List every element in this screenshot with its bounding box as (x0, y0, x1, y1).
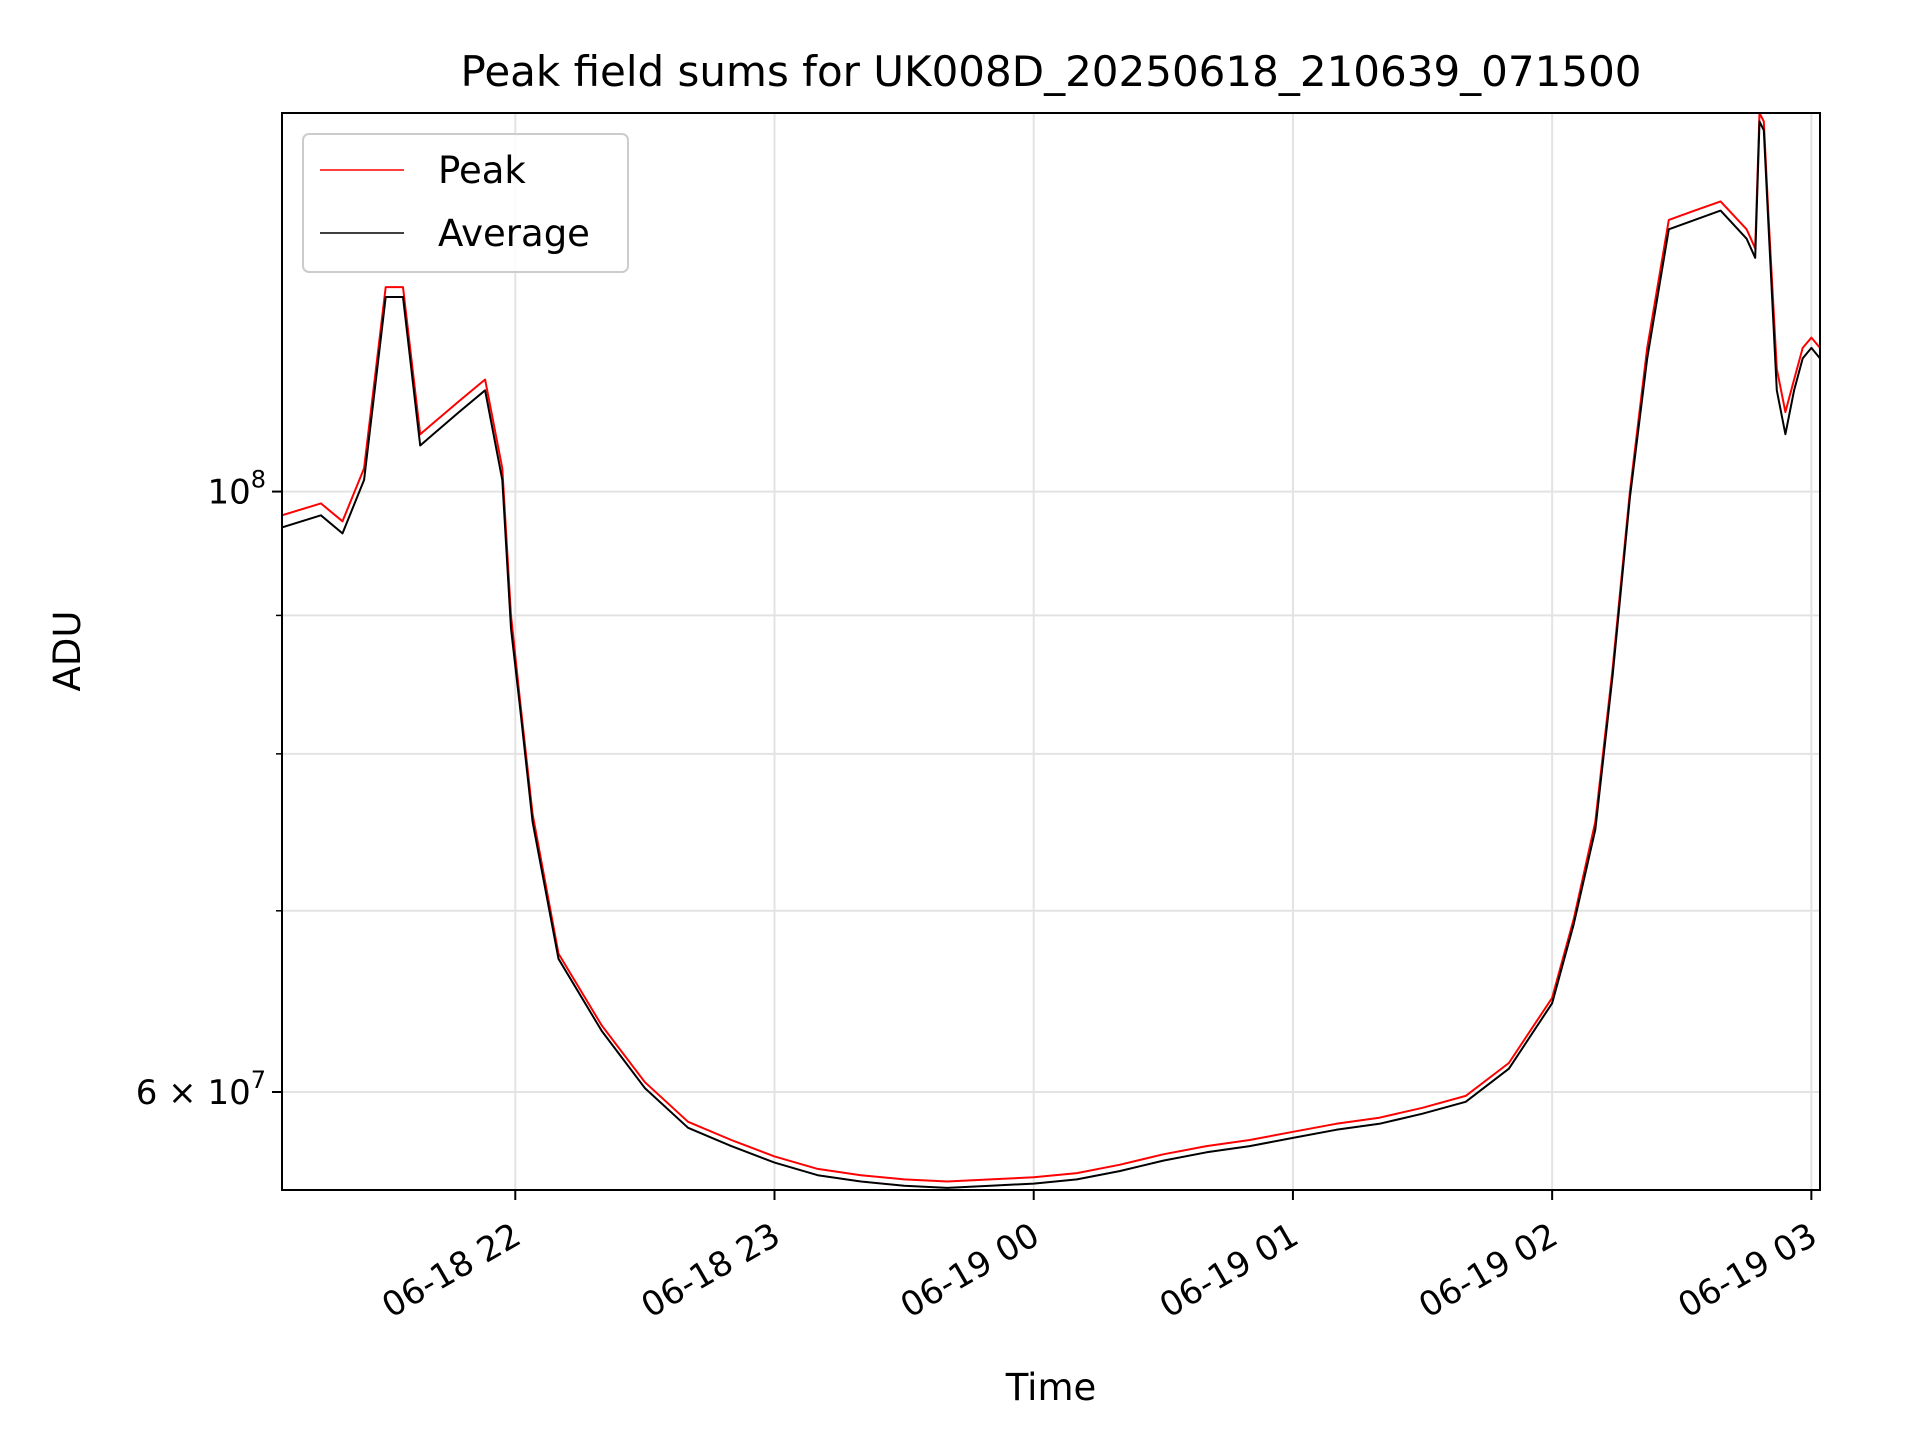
legend-label-average: Average (438, 212, 590, 255)
legend: Peak Average (302, 133, 629, 273)
series-layer (282, 113, 1820, 1189)
series-line-peak (282, 113, 1820, 1183)
y-tick-label: 6 × 107 (136, 1066, 266, 1113)
legend-label-peak: Peak (438, 149, 526, 192)
grid (282, 113, 1820, 1190)
series-line-average (282, 120, 1820, 1189)
chart-title: Peak field sums for UK008D_20250618_2106… (460, 47, 1641, 96)
y-tick-label: 108 (207, 466, 266, 513)
legend-box (302, 133, 629, 273)
x-axis-label: Time (1005, 1366, 1097, 1409)
plot-frame (281, 112, 1821, 1191)
y-axis-label: ADU (46, 611, 89, 692)
